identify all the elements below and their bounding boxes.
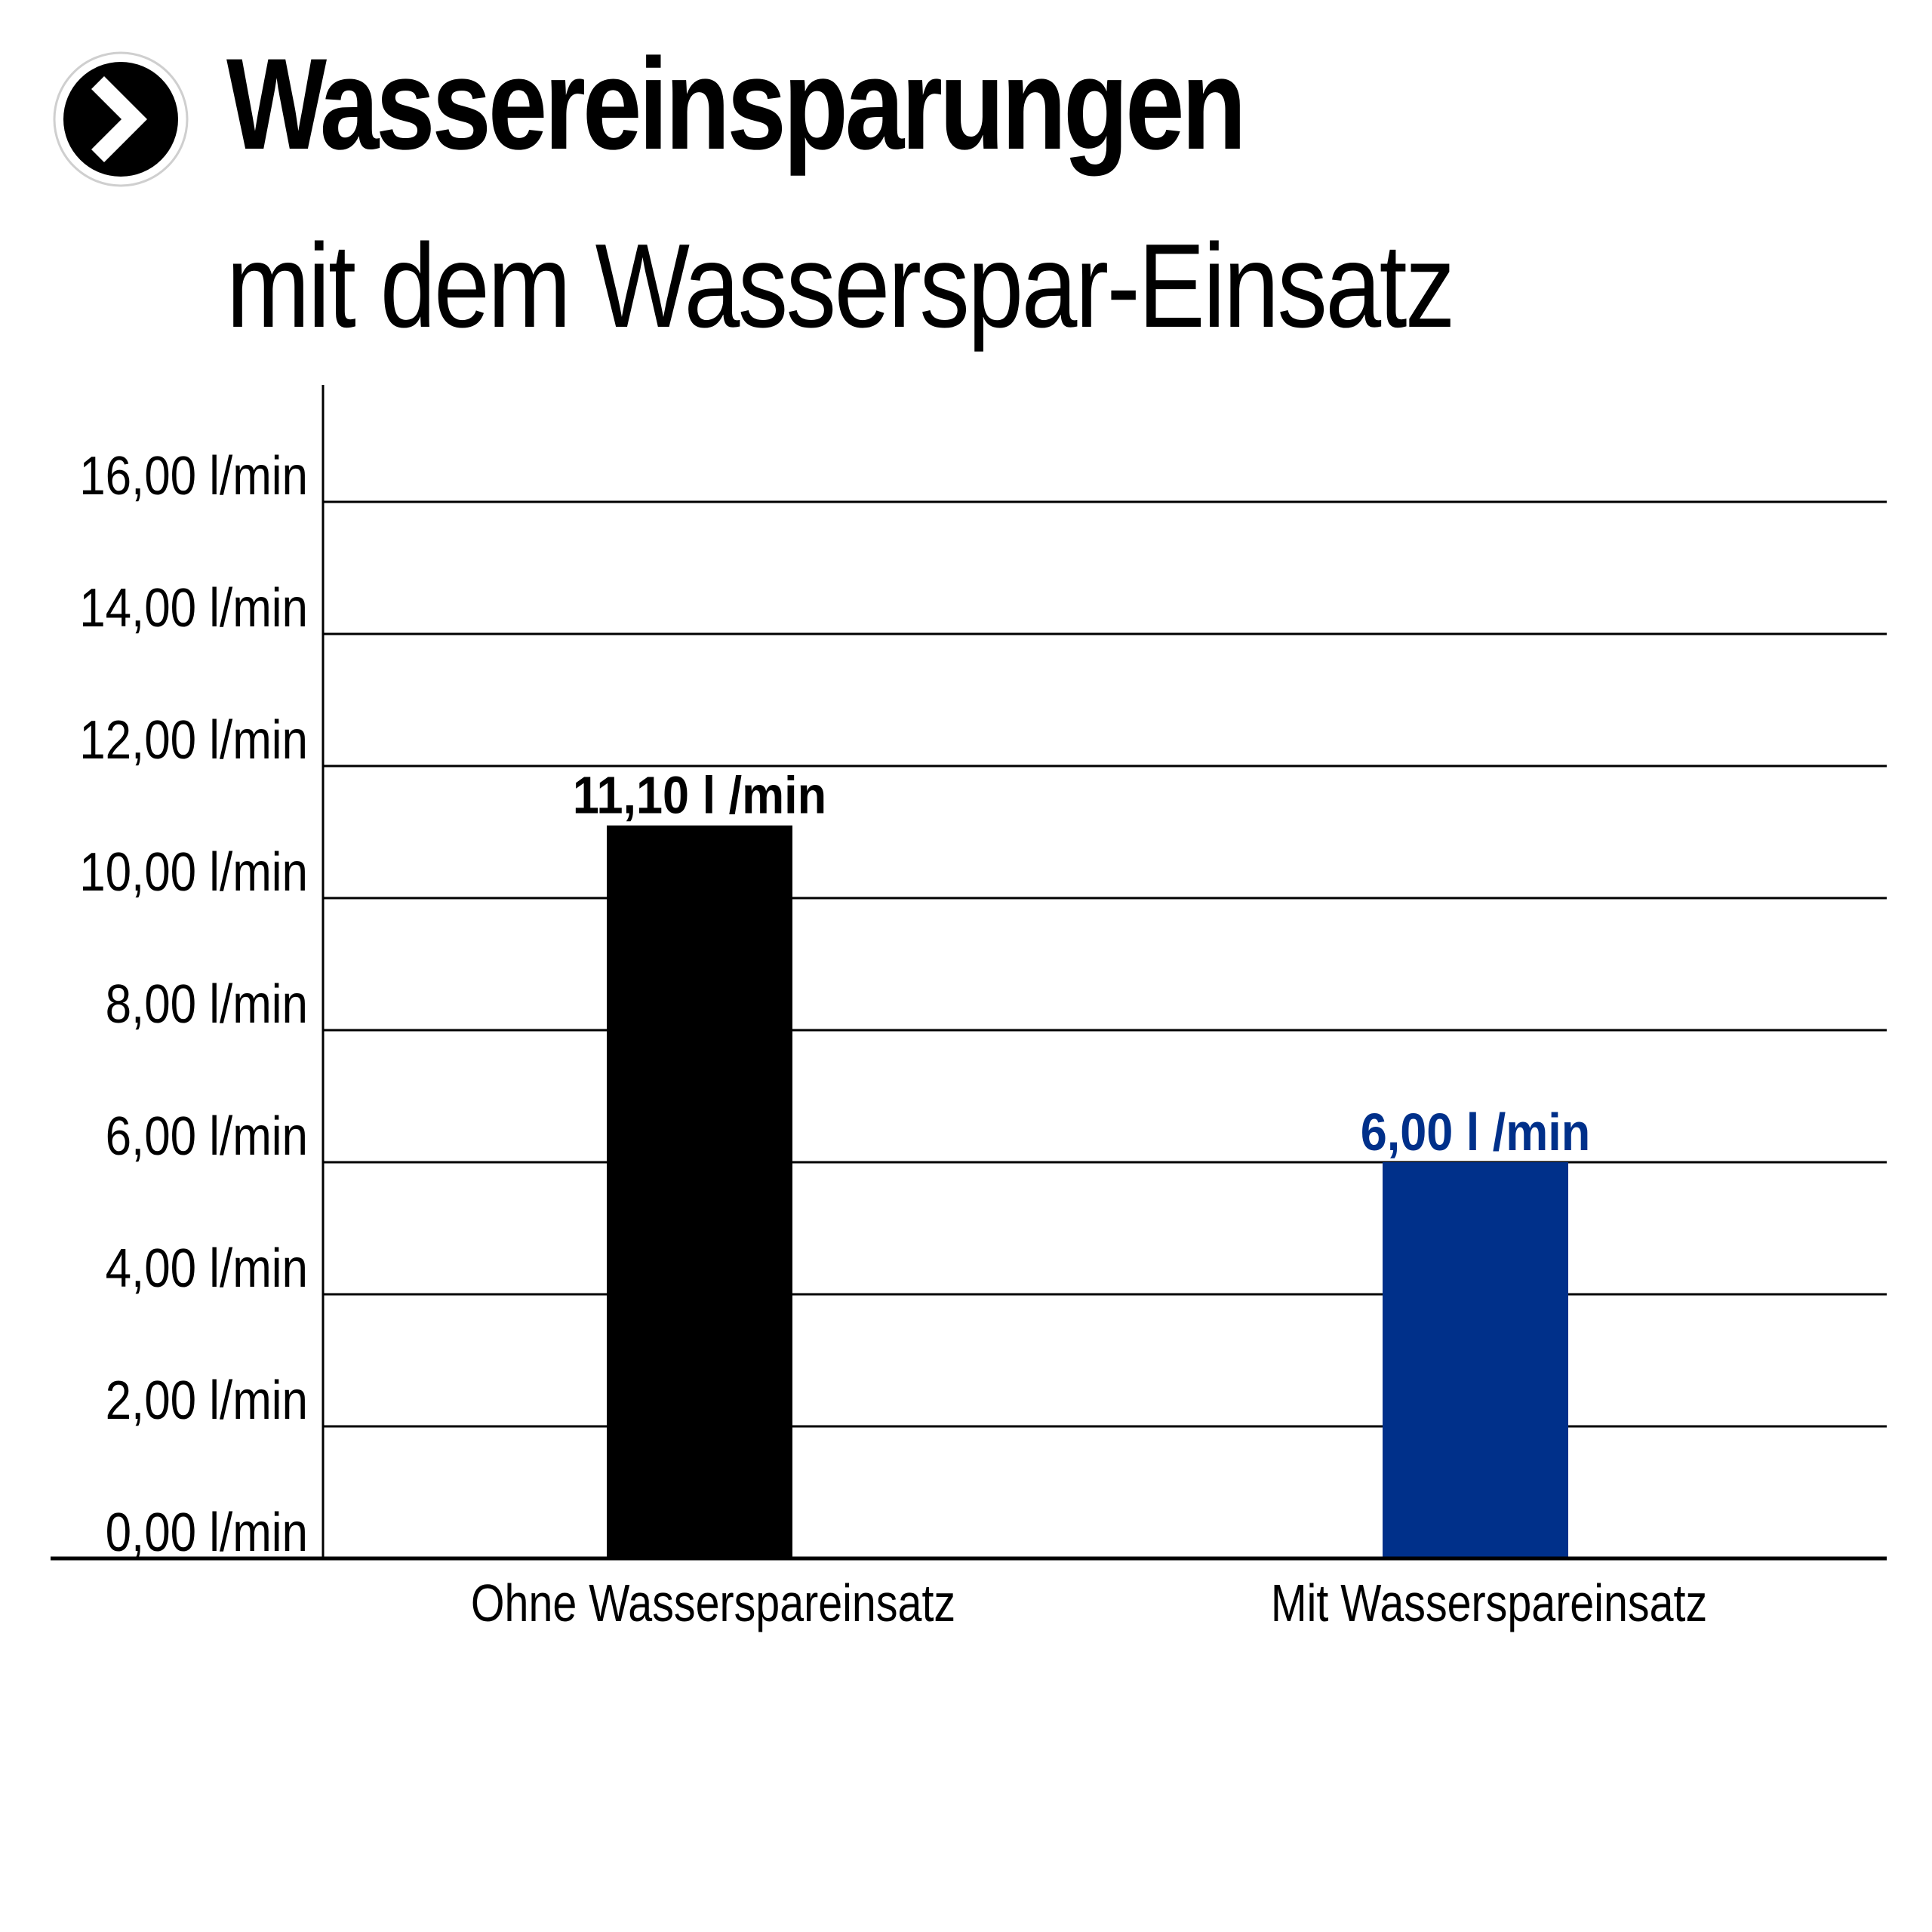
y-tick-label: 14,00 l/min <box>79 578 308 638</box>
bar <box>607 825 792 1558</box>
y-tick-label: 16,00 l/min <box>79 446 308 506</box>
chevron-right-circle-icon <box>53 51 189 187</box>
y-tick-label: 12,00 l/min <box>79 710 308 771</box>
x-tick-label: Mit Wasserspareinsatz <box>1271 1574 1707 1633</box>
y-tick-label: 6,00 l/min <box>106 1106 308 1167</box>
y-tick-label: 8,00 l/min <box>106 974 308 1035</box>
data-label: 6,00 l /min <box>1361 1103 1591 1162</box>
x-tick-label: Ohne Wasserspareinsatz <box>471 1574 955 1633</box>
y-tick-label: 2,00 l/min <box>106 1371 308 1431</box>
bar <box>1383 1162 1568 1558</box>
chart-title: Wassereinsparungen <box>226 32 1247 177</box>
y-tick-label: 4,00 l/min <box>106 1238 308 1299</box>
y-tick-label: 0,00 l/min <box>106 1503 308 1563</box>
chart-subtitle: mit dem Wasserspar-Einsatz <box>226 220 1455 352</box>
y-tick-label: 10,00 l/min <box>79 842 308 903</box>
data-label: 11,10 l /min <box>573 767 826 826</box>
